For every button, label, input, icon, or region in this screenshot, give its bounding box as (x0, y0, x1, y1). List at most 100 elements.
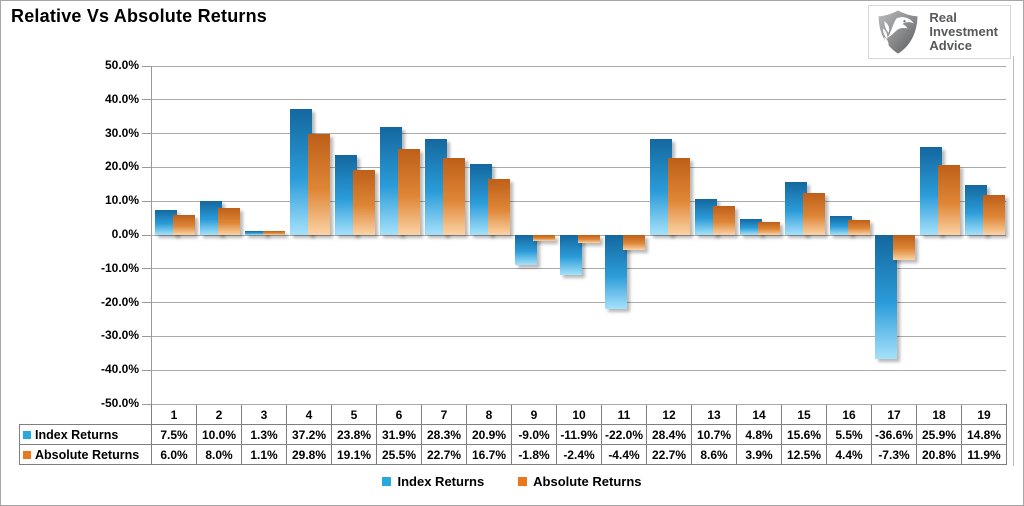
bar-absolute-returns-16 (848, 220, 870, 235)
table-value-cell: -9.0% (511, 424, 557, 445)
table-value-cell: 20.9% (466, 424, 512, 445)
bar-absolute-returns-15 (803, 192, 825, 235)
y-axis-label: -30.0% (100, 328, 139, 343)
bar-absolute-returns-12 (668, 158, 690, 235)
bar-index-returns-19 (965, 184, 987, 235)
table-header-cell: 4 (286, 404, 332, 425)
table-value-cell: 4.8% (736, 424, 782, 445)
bar-index-returns-4 (290, 109, 312, 235)
table-header-cell: 11 (601, 404, 647, 425)
gridline (152, 166, 1006, 168)
y-axis-label: 20.0% (104, 159, 139, 174)
y-axis-label: 50.0% (104, 58, 139, 72)
series-key-icon (23, 430, 31, 439)
plot-area (151, 65, 1006, 405)
table-header-cell: 12 (646, 404, 692, 425)
bar-absolute-returns-17 (893, 235, 915, 260)
gridline (152, 65, 1006, 67)
table-header-cell: 19 (961, 404, 1007, 425)
table-value-cell: 8.6% (691, 444, 737, 465)
data-table: 1 2 3 4 5 6 7 8 9 10 11 12 13 14 15 16 17 18 19 Index Retur… (19, 404, 1007, 465)
chart-right-border (1013, 56, 1014, 466)
logo-line-2: Investment (929, 24, 998, 39)
table-value-cell: 1.3% (241, 424, 287, 445)
legend-swatch-icon (518, 476, 528, 486)
eagle-shield-icon (875, 9, 921, 55)
table-value-cell: 10.7% (691, 424, 737, 445)
bar-index-returns-3 (245, 230, 267, 235)
bar-index-returns-13 (695, 198, 717, 235)
table-value-cell: -4.4% (601, 444, 647, 465)
y-axis: 50.0% 40.0% 30.0% 20.0% 10.0% 0.0% -10.0% -20.0… (1, 58, 139, 410)
bar-absolute-returns-18 (938, 164, 960, 235)
bar-absolute-returns-6 (398, 148, 420, 235)
bar-absolute-returns-7 (443, 158, 465, 235)
table-header-cell: 18 (916, 404, 962, 425)
bar-absolute-returns-5 (353, 170, 375, 235)
bar-index-returns-16 (830, 216, 852, 235)
table-row-label: Index Returns (19, 424, 152, 445)
table-header-cell: 3 (241, 404, 287, 425)
table-value-cell: 28.4% (646, 424, 692, 445)
table-value-cell: 7.5% (151, 424, 197, 445)
bar-index-returns-17 (875, 235, 897, 359)
legend-swatch-icon (382, 476, 392, 486)
bar-absolute-returns-19 (983, 194, 1005, 235)
y-axis-tick (142, 166, 151, 168)
table-header-cell: 6 (376, 404, 422, 425)
gridline (152, 302, 1006, 304)
bar-index-returns-8 (470, 164, 492, 235)
bar-index-returns-11 (605, 235, 627, 310)
y-axis-tick (142, 65, 151, 67)
bar-absolute-returns-13 (713, 205, 735, 235)
legend-label: Index Returns (397, 473, 485, 489)
table-header-cell: 15 (781, 404, 827, 425)
y-axis-label: 0.0% (111, 227, 139, 241)
table-value-cell: 10.0% (196, 424, 242, 445)
y-axis-label: 10.0% (104, 193, 139, 208)
table-value-cell: -1.8% (511, 444, 557, 465)
y-axis-tick (142, 403, 151, 405)
table-row-label: Absolute Returns (19, 444, 152, 465)
table-value-cell: -11.9% (556, 424, 602, 445)
table-header-cell: 10 (556, 404, 602, 425)
legend-item-index-returns: Index Returns (382, 474, 484, 489)
logo-text: Real Investment Advice (929, 11, 998, 53)
table-value-cell: 6.0% (151, 444, 197, 465)
y-axis-label: -50.0% (100, 396, 139, 410)
table-value-cell: 28.3% (421, 424, 467, 445)
bar-absolute-returns-3 (263, 231, 285, 235)
y-axis-tick (142, 234, 151, 236)
table-value-cell: 29.8% (286, 444, 332, 465)
bar-absolute-returns-8 (488, 178, 510, 235)
bar-absolute-returns-2 (218, 207, 240, 235)
bar-index-returns-6 (380, 127, 402, 235)
y-axis-label: 30.0% (104, 125, 139, 140)
table-header-cell: 1 (151, 404, 197, 425)
logo-line-3: Advice (929, 38, 972, 53)
table-value-cell: 31.9% (376, 424, 422, 445)
table-value-cell: -7.3% (871, 444, 917, 465)
table-header-cell: 5 (331, 404, 377, 425)
y-axis-label: 40.0% (104, 91, 139, 106)
table-value-cell: 25.9% (916, 424, 962, 445)
y-axis-tick (142, 99, 151, 101)
y-axis-label: -20.0% (100, 294, 139, 309)
table-header-cell: 17 (871, 404, 917, 425)
series-key-icon (23, 450, 31, 459)
legend-item-absolute-returns: Absolute Returns (518, 474, 642, 489)
table-header-row: 1 2 3 4 5 6 7 8 9 10 11 12 13 14 15 16 17 18 19 (20, 404, 1007, 425)
table-header-cell: 7 (421, 404, 467, 425)
bar-index-returns-2 (200, 201, 222, 235)
ria-logo: Real Investment Advice (868, 5, 1011, 59)
table-header-cell: 13 (691, 404, 737, 425)
table-header-cell: 2 (196, 404, 242, 425)
bar-absolute-returns-1 (173, 214, 195, 235)
table-header-cell: 8 (466, 404, 512, 425)
bar-index-returns-14 (740, 218, 762, 235)
gridline (152, 369, 1006, 371)
bar-index-returns-18 (920, 147, 942, 235)
y-axis-tick (142, 335, 151, 337)
table-value-cell: -36.6% (871, 424, 917, 445)
